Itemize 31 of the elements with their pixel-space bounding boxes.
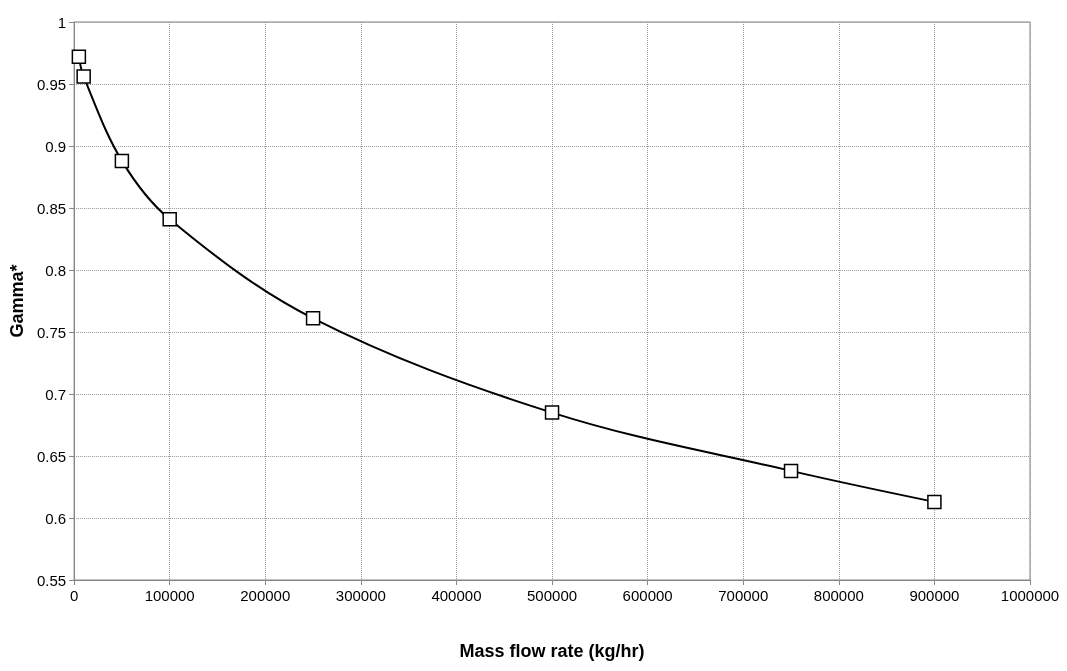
point [114, 153, 130, 169]
point [76, 69, 91, 84]
y-tick-label: 0.7 [45, 385, 67, 403]
x-tick-label: 600000 [622, 587, 673, 604]
x-tick-label: 0 [69, 587, 79, 604]
x-tick-label: 100000 [144, 587, 195, 604]
point [162, 211, 177, 227]
x-tick-label: 200000 [240, 587, 291, 604]
point [927, 494, 942, 510]
y-tick-label: 0.75 [36, 323, 67, 341]
x-tick-label: 900000 [909, 587, 960, 604]
point [544, 405, 560, 420]
x-tick-label: 800000 [813, 587, 864, 604]
y-tick-label: 0.9 [45, 137, 67, 155]
x-tick-label: 500000 [527, 587, 578, 604]
point [71, 49, 87, 64]
x-tick-label: 300000 [335, 587, 386, 604]
y-tick-label: 0.85 [36, 199, 67, 217]
y-tick-label: 0.65 [36, 447, 67, 465]
y-tick-label: 0.8 [45, 261, 67, 279]
y-tick-label: 0.6 [45, 509, 67, 527]
y-axis-title: Gamma* [7, 264, 27, 338]
x-tick-label: 1000000 [1000, 587, 1060, 604]
x-tick-label: 400000 [431, 587, 482, 604]
y-tick-label: 0.95 [36, 75, 67, 93]
y-tick-label: 1 [57, 13, 67, 31]
point [305, 311, 321, 326]
point [783, 463, 799, 479]
y-tick-label: 0.55 [36, 571, 67, 589]
x-tick-label: 700000 [718, 587, 769, 604]
x-axis-title: Mass flow rate (kg/hr) [459, 641, 645, 661]
